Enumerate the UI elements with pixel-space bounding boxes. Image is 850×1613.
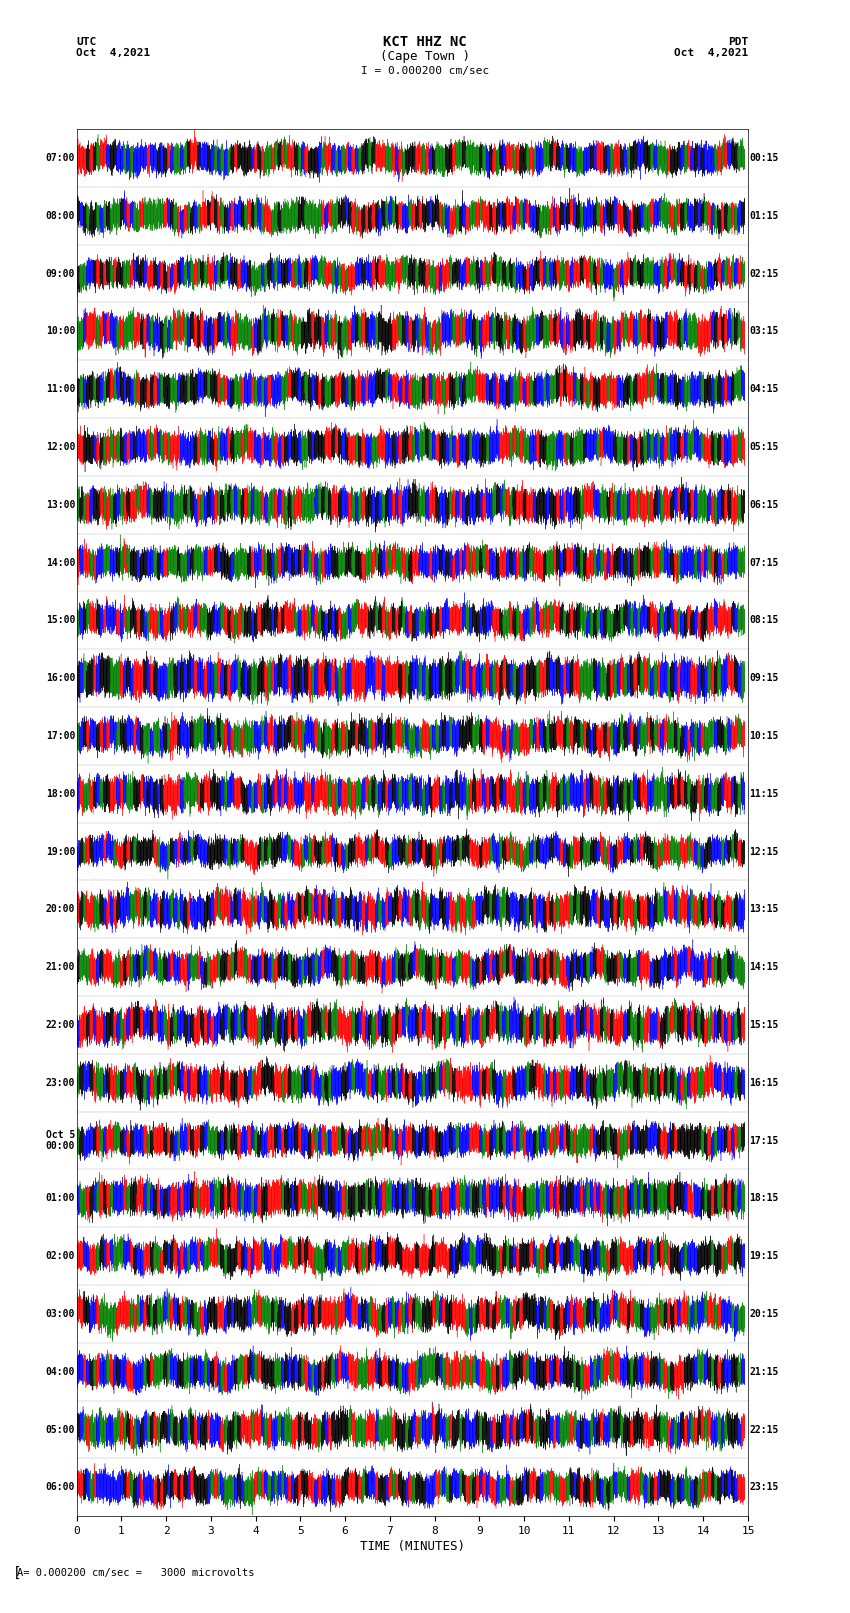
Text: 15:00: 15:00	[46, 615, 75, 626]
Text: 23:15: 23:15	[750, 1482, 779, 1492]
Text: Oct  4,2021: Oct 4,2021	[674, 48, 748, 58]
Text: I = 0.000200 cm/sec: I = 0.000200 cm/sec	[361, 66, 489, 76]
Text: 01:15: 01:15	[750, 211, 779, 221]
Text: 05:15: 05:15	[750, 442, 779, 452]
Text: 11:00: 11:00	[46, 384, 75, 394]
Text: 11:15: 11:15	[750, 789, 779, 798]
Text: 04:00: 04:00	[46, 1366, 75, 1378]
Text: 16:15: 16:15	[750, 1077, 779, 1087]
Text: A= 0.000200 cm/sec =   3000 microvolts: A= 0.000200 cm/sec = 3000 microvolts	[17, 1568, 254, 1578]
Text: 22:15: 22:15	[750, 1424, 779, 1434]
Text: 16:00: 16:00	[46, 673, 75, 684]
Text: 22:00: 22:00	[46, 1019, 75, 1031]
Text: 14:15: 14:15	[750, 961, 779, 973]
Text: 12:15: 12:15	[750, 847, 779, 857]
Text: PDT: PDT	[728, 37, 748, 47]
Text: 09:00: 09:00	[46, 268, 75, 279]
Text: 06:15: 06:15	[750, 500, 779, 510]
Text: 01:00: 01:00	[46, 1194, 75, 1203]
Text: 21:15: 21:15	[750, 1366, 779, 1378]
Text: 02:15: 02:15	[750, 268, 779, 279]
Text: 20:00: 20:00	[46, 905, 75, 915]
Text: 15:15: 15:15	[750, 1019, 779, 1031]
Text: 13:00: 13:00	[46, 500, 75, 510]
Text: 07:15: 07:15	[750, 558, 779, 568]
Text: 17:15: 17:15	[750, 1136, 779, 1145]
Text: 23:00: 23:00	[46, 1077, 75, 1087]
Text: (Cape Town ): (Cape Town )	[380, 50, 470, 63]
Text: 09:15: 09:15	[750, 673, 779, 684]
Text: 20:15: 20:15	[750, 1308, 779, 1319]
Text: 18:00: 18:00	[46, 789, 75, 798]
Text: 08:15: 08:15	[750, 615, 779, 626]
Text: 06:00: 06:00	[46, 1482, 75, 1492]
Text: 14:00: 14:00	[46, 558, 75, 568]
Text: 07:00: 07:00	[46, 153, 75, 163]
Text: 13:15: 13:15	[750, 905, 779, 915]
Text: 10:00: 10:00	[46, 326, 75, 337]
Text: 17:00: 17:00	[46, 731, 75, 740]
Text: Oct 5
00:00: Oct 5 00:00	[46, 1129, 75, 1152]
Text: KCT HHZ NC: KCT HHZ NC	[383, 35, 467, 48]
Text: 10:15: 10:15	[750, 731, 779, 740]
Text: 19:15: 19:15	[750, 1252, 779, 1261]
Text: 03:00: 03:00	[46, 1308, 75, 1319]
Text: 21:00: 21:00	[46, 961, 75, 973]
Text: 02:00: 02:00	[46, 1252, 75, 1261]
Text: 04:15: 04:15	[750, 384, 779, 394]
Text: [: [	[13, 1566, 21, 1579]
Text: UTC: UTC	[76, 37, 97, 47]
Text: Oct  4,2021: Oct 4,2021	[76, 48, 150, 58]
Text: 19:00: 19:00	[46, 847, 75, 857]
Text: 05:00: 05:00	[46, 1424, 75, 1434]
Text: 12:00: 12:00	[46, 442, 75, 452]
Text: 08:00: 08:00	[46, 211, 75, 221]
Text: 03:15: 03:15	[750, 326, 779, 337]
Text: 18:15: 18:15	[750, 1194, 779, 1203]
Text: 00:15: 00:15	[750, 153, 779, 163]
X-axis label: TIME (MINUTES): TIME (MINUTES)	[360, 1540, 465, 1553]
